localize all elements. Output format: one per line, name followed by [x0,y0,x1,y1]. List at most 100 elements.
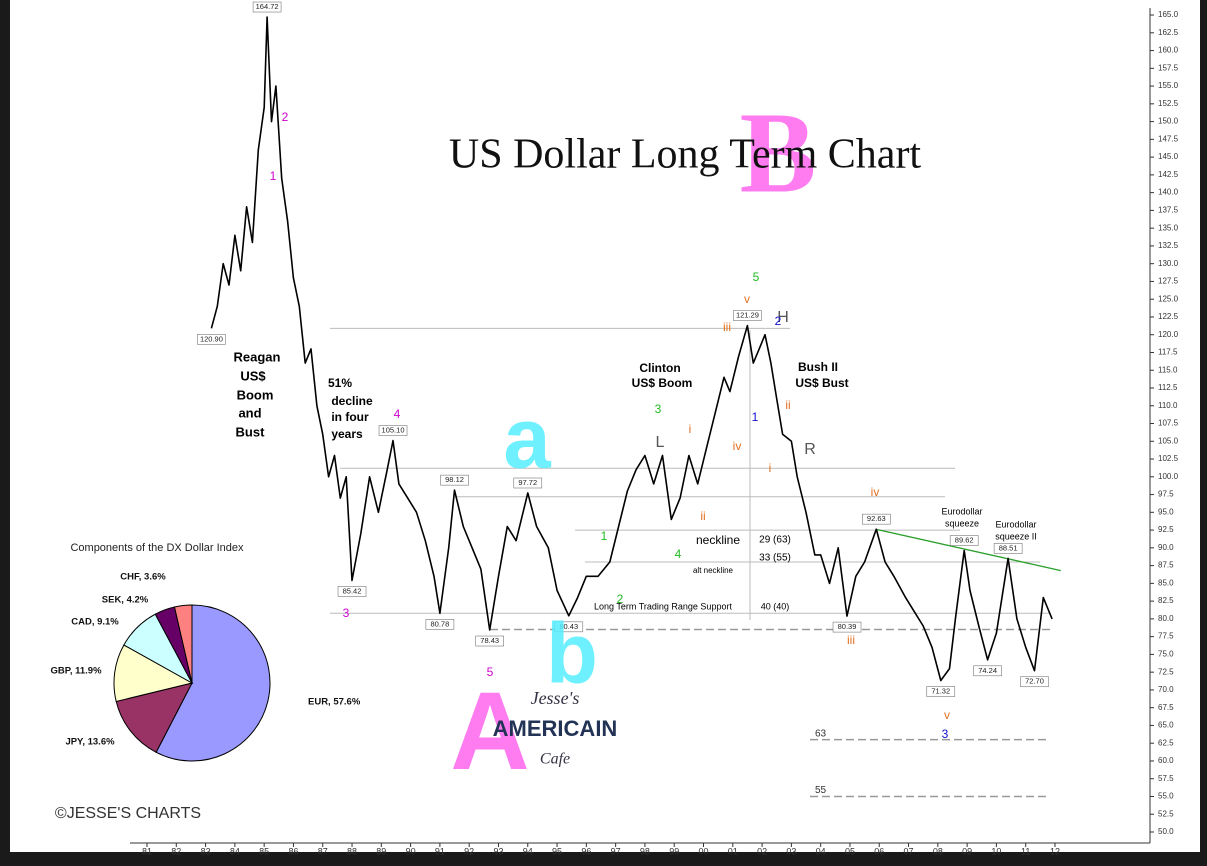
value-label-box [832,621,862,633]
pie-label: EUR, 57.6% [308,697,361,708]
x-tick-label: 09 [962,846,972,856]
price-line [210,16,1053,682]
annotation: b [546,606,598,701]
value-label-box [475,635,504,647]
y-tick-label: 57.5 [1158,774,1174,783]
x-tick-label: 85 [259,846,269,856]
annotation: i [769,461,772,475]
annotation: AMERICAIN [493,716,618,741]
annotation: decline [331,394,373,408]
x-tick-label: 81 [142,846,152,856]
annotation: 4 [675,547,682,561]
y-tick-label: 112.5 [1158,383,1178,392]
annotation: v [744,292,750,306]
annotation: 2 [775,314,782,328]
x-tick-label: 86 [288,846,298,856]
value-label: 120.90 [200,334,223,343]
annotation: A [450,670,529,793]
value-label: 80.39 [838,622,857,631]
annotation: squeeze II [995,531,1037,541]
y-tick-label: 107.5 [1158,419,1179,428]
x-tick-label: 06 [874,846,884,856]
annotation: iii [723,320,731,334]
x-tick-label: 94 [523,846,533,856]
y-tick-label: 135.0 [1158,223,1179,232]
y-tick-label: 142.5 [1158,170,1179,179]
value-label: 78.43 [480,636,499,645]
annotation: Bust [236,424,266,439]
annotation: Boom [237,387,274,402]
annotation: Eurodollar [941,506,982,516]
x-tick-label: 98 [640,846,650,856]
y-tick-label: 100.0 [1158,472,1179,481]
annotation: alt neckline [693,566,734,575]
y-tick-label: 127.5 [1158,277,1179,286]
y-tick-label: 105.0 [1158,436,1179,445]
annotation: 2 [617,592,624,606]
reference-label: 63 [815,728,827,739]
annotation: 29 (63) [759,535,791,546]
y-tick-label: 92.5 [1158,525,1174,534]
annotation: US$ [240,368,266,383]
value-label: 80.43 [559,622,578,631]
annotation: in four [331,410,369,424]
x-tick-label: 02 [757,846,767,856]
x-tick-label: 97 [611,846,621,856]
x-tick-label: 82 [171,846,181,856]
annotation: Bush II [798,360,838,374]
y-tick-label: 50.0 [1158,827,1174,836]
y-tick-label: 55.0 [1158,792,1174,801]
value-label-box [425,619,455,630]
value-label: 105.10 [382,426,405,435]
x-tick-label: 84 [230,846,240,856]
annotation: ©JESSE'S CHARTS [55,805,201,822]
x-tick-label: 95 [552,846,562,856]
annotation: Reagan [234,349,281,364]
x-tick-label: 08 [933,846,943,856]
y-tick-label: 110.0 [1158,401,1178,410]
y-tick-label: 120.0 [1158,330,1179,339]
annotation: ii [700,509,705,523]
value-label-box [337,586,367,597]
x-tick-label: 90 [406,846,416,856]
chart-title: US Dollar Long Term Chart [449,132,922,178]
annotation: 5 [487,665,494,679]
x-tick-label: 89 [376,846,386,856]
annotation: v [944,708,950,722]
pie-label: GBP, 11.9% [50,666,102,677]
value-label: 92.63 [867,514,886,523]
x-tick-label: 88 [347,846,357,856]
y-tick-label: 150.0 [1158,117,1179,126]
value-label: 80.78 [431,619,450,628]
value-label-box [973,665,1002,677]
reference-label: 55 [815,785,827,796]
x-tick-label: 87 [318,846,328,856]
annotation: Cafe [540,751,570,768]
y-tick-label: 90.0 [1158,543,1174,552]
annotation: 5 [753,270,760,284]
y-tick-label: 80.0 [1158,614,1174,623]
annotation: Long Term Trading Range Support [594,601,732,611]
y-tick-label: 152.5 [1158,99,1179,108]
y-tick-label: 117.5 [1158,348,1178,357]
value-label-box [252,1,282,13]
annotation: i [689,422,692,436]
annotation: 3 [942,727,949,741]
annotation: 40 (40) [761,601,790,611]
y-tick-label: 95.0 [1158,507,1174,516]
x-tick-label: 07 [904,846,914,856]
x-tick-label: 05 [845,846,855,856]
y-tick-label: 137.5 [1158,206,1179,215]
value-label: 97.72 [518,478,537,487]
value-label: 72.70 [1025,677,1044,686]
value-label-box [949,535,979,546]
value-label-box [926,686,956,697]
annotation: Eurodollar [995,519,1036,529]
y-tick-label: 145.0 [1158,152,1179,161]
value-label: 74.24 [978,666,997,675]
annotation: 3 [343,606,350,620]
annotation: US$ Boom [632,376,693,390]
y-tick-label: 60.0 [1158,756,1174,765]
